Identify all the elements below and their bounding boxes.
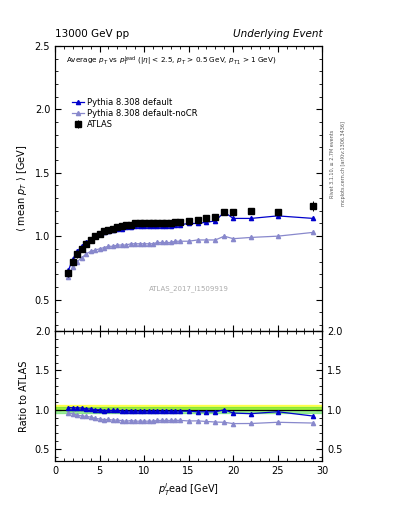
Pythia 8.308 default xyxy=(106,228,111,234)
Text: Average $p_T$ vs $p_T^{\mathrm{lead}}$ ($|\eta|$ < 2.5, $p_T$ > 0.5 GeV, $p_{T1}: Average $p_T$ vs $p_T^{\mathrm{lead}}$ (… xyxy=(66,55,276,68)
Pythia 8.308 default xyxy=(119,225,124,231)
Pythia 8.308 default-noCR xyxy=(79,254,84,261)
Bar xyxy=(55,405,322,410)
Pythia 8.308 default-noCR xyxy=(311,229,316,236)
Pythia 8.308 default xyxy=(102,229,107,236)
Pythia 8.308 default-noCR xyxy=(75,259,80,265)
Pythia 8.308 default xyxy=(204,219,209,225)
Pythia 8.308 default xyxy=(97,230,102,237)
Pythia 8.308 default-noCR xyxy=(110,243,115,249)
Text: Underlying Event: Underlying Event xyxy=(233,29,322,39)
Pythia 8.308 default xyxy=(231,216,235,222)
Pythia 8.308 default-noCR xyxy=(70,264,75,270)
Pythia 8.308 default-noCR xyxy=(137,241,142,247)
Pythia 8.308 default xyxy=(142,223,147,229)
Pythia 8.308 default-noCR xyxy=(155,240,160,246)
Pythia 8.308 default xyxy=(173,222,178,228)
Pythia 8.308 default-noCR xyxy=(84,251,88,257)
Pythia 8.308 default-noCR xyxy=(177,238,182,244)
Pythia 8.308 default xyxy=(151,223,155,229)
Y-axis label: Ratio to ATLAS: Ratio to ATLAS xyxy=(19,360,29,432)
Pythia 8.308 default xyxy=(115,225,120,231)
Pythia 8.308 default xyxy=(160,223,164,229)
Pythia 8.308 default-noCR xyxy=(151,241,155,247)
Pythia 8.308 default-noCR xyxy=(160,240,164,246)
Pythia 8.308 default xyxy=(88,236,93,242)
Line: Pythia 8.308 default: Pythia 8.308 default xyxy=(66,210,316,272)
Pythia 8.308 default xyxy=(79,243,84,249)
X-axis label: $p_T^l$ead [GeV]: $p_T^l$ead [GeV] xyxy=(158,481,219,498)
Pythia 8.308 default xyxy=(249,216,253,222)
Line: Pythia 8.308 default-noCR: Pythia 8.308 default-noCR xyxy=(66,230,316,279)
Pythia 8.308 default-noCR xyxy=(106,243,111,249)
Pythia 8.308 default-noCR xyxy=(88,248,93,254)
Pythia 8.308 default xyxy=(177,222,182,228)
Pythia 8.308 default xyxy=(146,223,151,229)
Pythia 8.308 default-noCR xyxy=(102,245,107,251)
Pythia 8.308 default xyxy=(169,223,173,229)
Pythia 8.308 default xyxy=(275,213,280,219)
Pythia 8.308 default-noCR xyxy=(119,242,124,248)
Pythia 8.308 default-noCR xyxy=(204,237,209,243)
Pythia 8.308 default-noCR xyxy=(133,241,138,247)
Pythia 8.308 default xyxy=(133,223,138,229)
Pythia 8.308 default xyxy=(311,216,316,222)
Text: 13000 GeV pp: 13000 GeV pp xyxy=(55,29,129,39)
Pythia 8.308 default xyxy=(124,224,129,230)
Pythia 8.308 default-noCR xyxy=(195,237,200,243)
Pythia 8.308 default xyxy=(129,224,133,230)
Pythia 8.308 default xyxy=(164,223,169,229)
Pythia 8.308 default-noCR xyxy=(124,242,129,248)
Bar xyxy=(55,407,322,410)
Pythia 8.308 default xyxy=(155,223,160,229)
Pythia 8.308 default xyxy=(222,209,227,215)
Pythia 8.308 default-noCR xyxy=(231,236,235,242)
Pythia 8.308 default xyxy=(137,223,142,229)
Legend: Pythia 8.308 default, Pythia 8.308 default-noCR, ATLAS: Pythia 8.308 default, Pythia 8.308 defau… xyxy=(70,96,200,131)
Pythia 8.308 default-noCR xyxy=(169,240,173,246)
Pythia 8.308 default xyxy=(213,218,218,224)
Pythia 8.308 default xyxy=(93,233,97,239)
Pythia 8.308 default-noCR xyxy=(129,241,133,247)
Pythia 8.308 default-noCR xyxy=(186,238,191,244)
Pythia 8.308 default xyxy=(66,267,71,273)
Text: ATLAS_2017_I1509919: ATLAS_2017_I1509919 xyxy=(149,285,229,292)
Pythia 8.308 default xyxy=(186,220,191,226)
Text: Rivet 3.1.10, ≥ 2.7M events: Rivet 3.1.10, ≥ 2.7M events xyxy=(330,130,334,198)
Pythia 8.308 default-noCR xyxy=(146,241,151,247)
Text: mcplots.cern.ch [arXiv:1306.3436]: mcplots.cern.ch [arXiv:1306.3436] xyxy=(342,121,346,206)
Pythia 8.308 default-noCR xyxy=(173,238,178,244)
Pythia 8.308 default-noCR xyxy=(115,242,120,248)
Pythia 8.308 default-noCR xyxy=(97,246,102,252)
Pythia 8.308 default xyxy=(195,220,200,226)
Pythia 8.308 default-noCR xyxy=(213,237,218,243)
Pythia 8.308 default xyxy=(84,240,88,246)
Pythia 8.308 default-noCR xyxy=(249,234,253,241)
Pythia 8.308 default-noCR xyxy=(222,233,227,239)
Pythia 8.308 default xyxy=(75,248,80,254)
Pythia 8.308 default-noCR xyxy=(164,240,169,246)
Pythia 8.308 default xyxy=(110,227,115,233)
Pythia 8.308 default-noCR xyxy=(142,241,147,247)
Pythia 8.308 default xyxy=(70,256,75,262)
Bar xyxy=(55,410,322,413)
Pythia 8.308 default-noCR xyxy=(275,233,280,239)
Y-axis label: $\langle$ mean $p_T$ $\rangle$ [GeV]: $\langle$ mean $p_T$ $\rangle$ [GeV] xyxy=(15,145,29,232)
Pythia 8.308 default-noCR xyxy=(66,273,71,280)
Pythia 8.308 default-noCR xyxy=(93,247,97,253)
